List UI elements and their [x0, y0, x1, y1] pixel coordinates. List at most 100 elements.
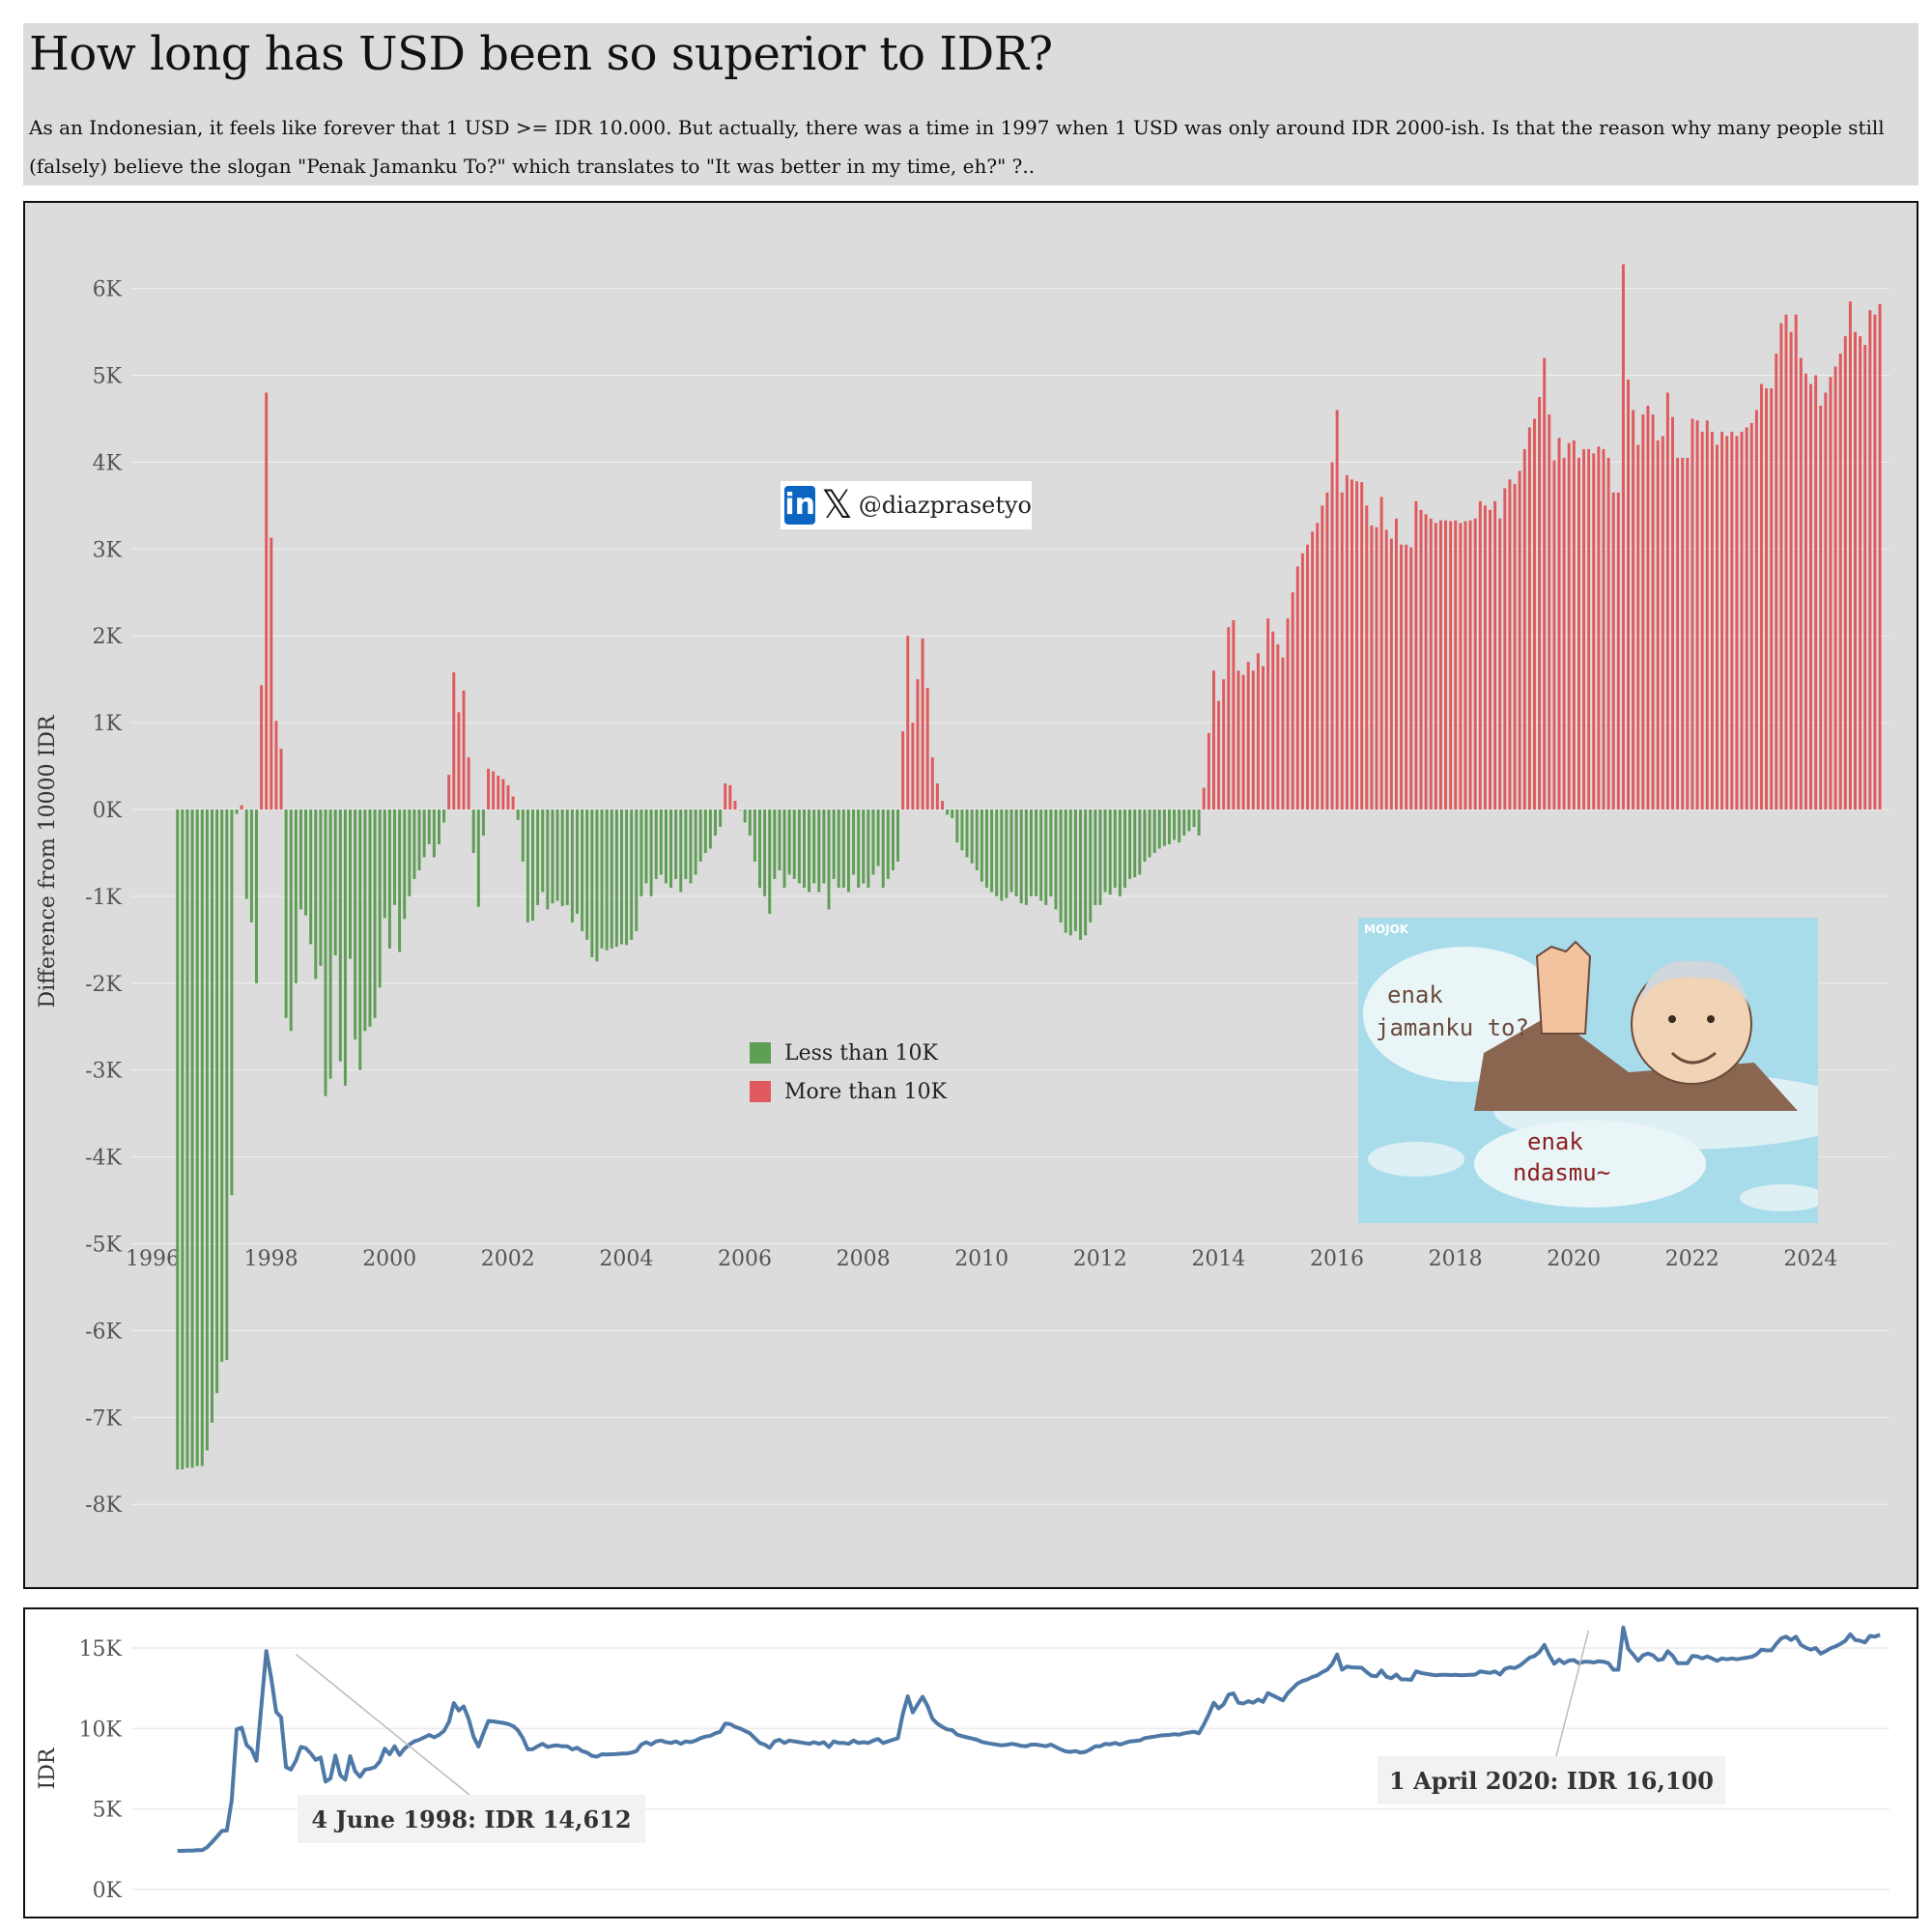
y-tick-label: -4K — [85, 1147, 122, 1171]
bar — [1438, 520, 1442, 810]
bar — [1518, 470, 1521, 810]
bar — [748, 810, 752, 836]
bar — [1281, 657, 1285, 810]
bar — [254, 810, 258, 983]
bar — [487, 768, 491, 810]
bar — [1227, 627, 1231, 810]
bar — [1148, 810, 1151, 858]
bar — [867, 810, 870, 888]
bar — [1538, 396, 1542, 810]
bar — [946, 810, 950, 815]
bar — [408, 810, 412, 896]
bar — [896, 810, 900, 862]
bar — [669, 810, 673, 888]
bar — [1295, 566, 1299, 810]
bar — [763, 810, 767, 896]
x-tick-label: 1998 — [244, 1247, 298, 1271]
bar — [511, 796, 515, 810]
bar — [1152, 810, 1156, 853]
bar — [546, 810, 550, 910]
cartoon-bubble-1-line-1: enak — [1387, 981, 1443, 1009]
bar — [1262, 666, 1265, 810]
bar — [911, 723, 915, 810]
bar — [1143, 810, 1147, 862]
bar — [373, 810, 377, 1018]
y-tick-label: 5K — [93, 1799, 123, 1823]
bar — [906, 636, 910, 810]
bar — [1424, 514, 1428, 810]
bar — [265, 392, 269, 810]
y-tick-label: 15K — [79, 1637, 123, 1662]
bar — [1784, 314, 1788, 810]
bar — [1207, 732, 1210, 810]
bar — [1251, 670, 1255, 810]
bar — [387, 810, 391, 949]
bar — [570, 810, 574, 923]
bar — [304, 810, 308, 916]
bar-chart-panel: 6K 5K 4K 3K 2K 1K 0K -1K -2K -3K -4K -5K -6K -7K -8K 19… — [23, 201, 1918, 1589]
bar — [1394, 518, 1398, 810]
bar — [432, 810, 436, 858]
bar — [1765, 387, 1769, 810]
bar — [427, 810, 431, 844]
bar — [328, 810, 332, 1079]
bar — [832, 810, 836, 879]
bar — [1211, 670, 1215, 810]
bar — [980, 810, 983, 882]
bar — [1316, 523, 1320, 810]
bar — [230, 810, 234, 1196]
bar — [876, 810, 880, 867]
bar — [1468, 520, 1472, 810]
bar — [1636, 444, 1640, 810]
bar — [1005, 810, 1009, 898]
x-tick-label: 2012 — [1073, 1247, 1127, 1271]
bar — [501, 779, 505, 810]
bar — [1325, 492, 1329, 810]
bar — [200, 810, 204, 1466]
y-tick-label: -3K — [85, 1060, 122, 1084]
bar — [679, 810, 683, 893]
bar — [941, 801, 944, 810]
bar — [176, 810, 180, 1470]
bar — [1173, 810, 1177, 840]
bar — [1646, 405, 1650, 810]
bar — [1799, 357, 1803, 810]
bar — [1429, 518, 1433, 810]
bar — [1621, 264, 1625, 810]
bar — [1671, 416, 1674, 810]
bar — [220, 810, 224, 1362]
bar — [1400, 544, 1404, 810]
y-axis-title: IDR — [36, 1747, 60, 1789]
bar — [1217, 700, 1221, 810]
bar — [1725, 436, 1729, 810]
y-tick-label: 4K — [93, 451, 123, 475]
bar — [1700, 431, 1704, 810]
bar — [1695, 420, 1699, 810]
bar — [1873, 314, 1877, 810]
bar — [497, 775, 500, 810]
bar — [1449, 521, 1453, 810]
bar — [516, 810, 520, 820]
bar — [916, 679, 920, 810]
line-chart: 15K 10K 5K 0K IDR — [36, 1625, 1889, 1903]
bar — [1557, 438, 1561, 810]
bar — [1286, 618, 1290, 810]
bar — [1577, 457, 1580, 810]
bar — [694, 810, 697, 875]
y-tick-label: 5K — [93, 365, 123, 389]
bar — [1833, 366, 1837, 810]
bar — [846, 810, 850, 893]
bar — [1770, 387, 1774, 810]
bar — [1306, 544, 1309, 810]
bar — [1868, 310, 1872, 810]
x-tick-label: 2018 — [1429, 1247, 1483, 1271]
bar — [585, 810, 589, 940]
bar — [1000, 810, 1004, 901]
bar — [605, 810, 609, 951]
bar — [1829, 377, 1833, 810]
bar — [1859, 336, 1862, 810]
bar — [1463, 521, 1467, 810]
bar — [240, 805, 243, 810]
bar — [857, 810, 861, 888]
bar — [719, 810, 723, 827]
